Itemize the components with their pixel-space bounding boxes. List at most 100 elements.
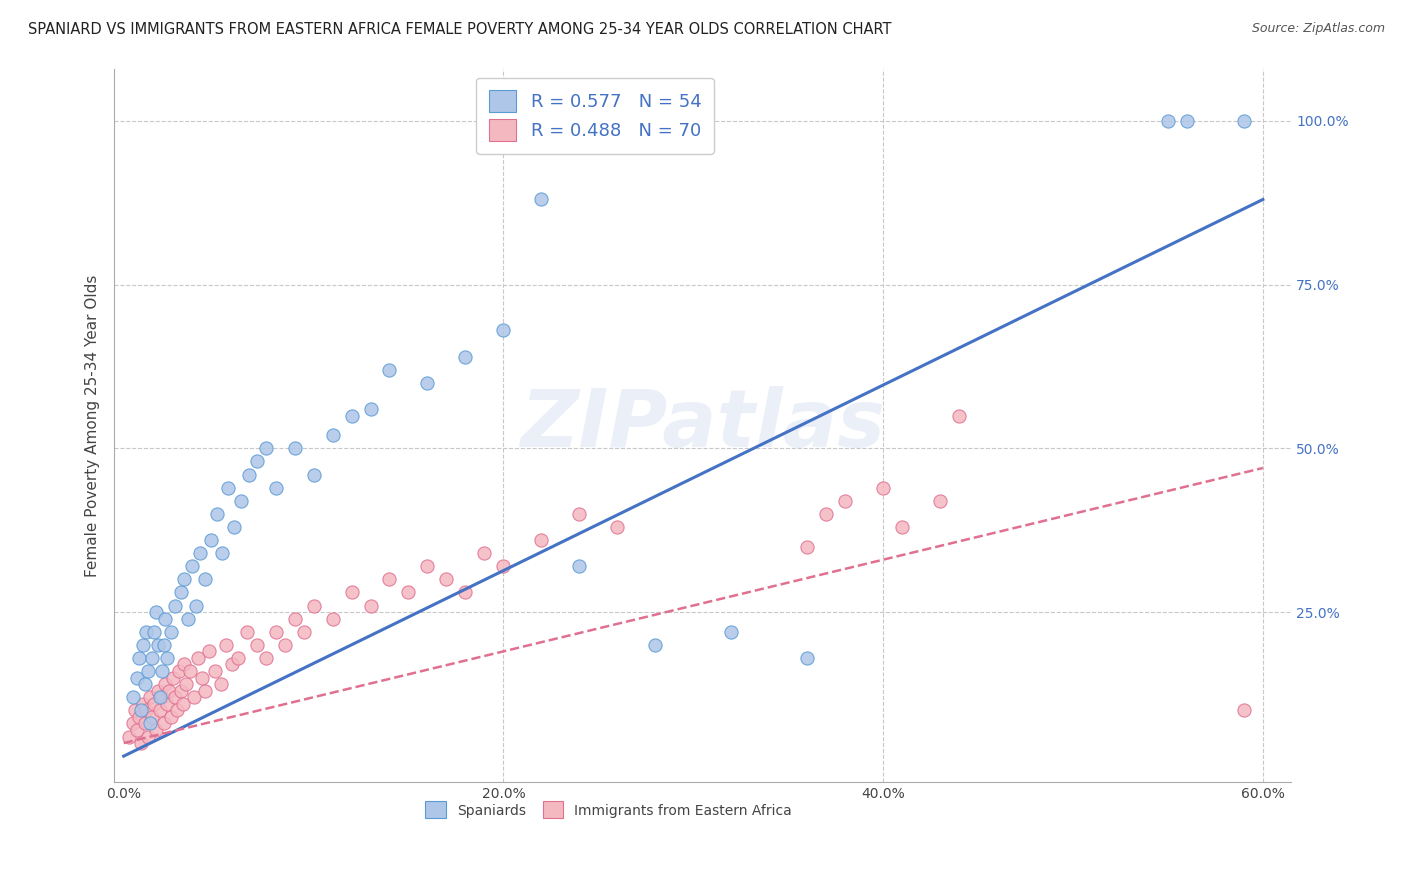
Point: [141, 651, 163, 665]
Point: [138, 730, 160, 744]
Point: [340, 409, 363, 423]
Point: [834, 493, 856, 508]
Point: [1233, 703, 1256, 717]
Point: [211, 546, 233, 560]
Point: [254, 651, 277, 665]
Point: [236, 624, 259, 639]
Point: [264, 624, 287, 639]
Point: [492, 323, 515, 337]
Point: [194, 683, 217, 698]
Text: ZIPatlas: ZIPatlas: [520, 386, 886, 465]
Point: [221, 657, 243, 672]
Point: [176, 677, 198, 691]
Point: [200, 533, 222, 547]
Point: [173, 572, 195, 586]
Point: [156, 651, 179, 665]
Point: [166, 703, 188, 717]
Point: [167, 664, 190, 678]
Point: [146, 683, 169, 698]
Point: [173, 657, 195, 672]
Point: [217, 481, 239, 495]
Point: [134, 677, 156, 691]
Point: [796, 651, 818, 665]
Point: [284, 442, 307, 456]
Point: [416, 376, 439, 390]
Point: [128, 651, 150, 665]
Y-axis label: Female Poverty Among 25-34 Year Olds: Female Poverty Among 25-34 Year Olds: [86, 274, 100, 576]
Point: [155, 612, 177, 626]
Point: [129, 736, 152, 750]
Point: [302, 599, 325, 613]
Point: [360, 599, 382, 613]
Point: [872, 481, 894, 495]
Point: [264, 481, 287, 495]
Point: [145, 605, 167, 619]
Point: [183, 690, 205, 705]
Point: [360, 402, 382, 417]
Point: [215, 638, 238, 652]
Point: [149, 690, 172, 705]
Point: [122, 690, 145, 705]
Point: [134, 716, 156, 731]
Point: [139, 690, 162, 705]
Point: [152, 638, 174, 652]
Point: [138, 664, 160, 678]
Point: [194, 572, 217, 586]
Point: [181, 559, 204, 574]
Point: [815, 507, 838, 521]
Point: [145, 723, 167, 737]
Point: [146, 638, 169, 652]
Point: [209, 677, 232, 691]
Point: [322, 612, 344, 626]
Point: [135, 624, 157, 639]
Point: [122, 716, 145, 731]
Point: [454, 585, 477, 599]
Point: [124, 703, 146, 717]
Point: [190, 671, 212, 685]
Point: [568, 559, 591, 574]
Point: [720, 624, 742, 639]
Point: [179, 664, 201, 678]
Point: [492, 559, 515, 574]
Point: [162, 671, 184, 685]
Point: [160, 710, 183, 724]
Point: [150, 664, 173, 678]
Point: [530, 533, 553, 547]
Point: [1233, 114, 1256, 128]
Point: [302, 467, 325, 482]
Point: [568, 507, 591, 521]
Point: [169, 683, 191, 698]
Point: [177, 612, 200, 626]
Point: [378, 572, 401, 586]
Point: [416, 559, 439, 574]
Point: [184, 599, 207, 613]
Point: [254, 442, 277, 456]
Point: [1157, 114, 1180, 128]
Point: [152, 716, 174, 731]
Point: [163, 690, 186, 705]
Point: [139, 716, 162, 731]
Point: [204, 664, 226, 678]
Point: [606, 520, 628, 534]
Point: [891, 520, 914, 534]
Point: [169, 585, 191, 599]
Point: [238, 467, 260, 482]
Point: [644, 638, 666, 652]
Point: [222, 520, 245, 534]
Point: [188, 546, 211, 560]
Point: [187, 651, 209, 665]
Point: [245, 454, 267, 468]
Point: [245, 638, 267, 652]
Point: [474, 546, 496, 560]
Point: [322, 428, 344, 442]
Point: [398, 585, 420, 599]
Point: [141, 710, 163, 724]
Point: [292, 624, 315, 639]
Point: [1175, 114, 1198, 128]
Point: [530, 193, 553, 207]
Point: [163, 599, 186, 613]
Point: [929, 493, 952, 508]
Point: [125, 723, 148, 737]
Point: [131, 638, 153, 652]
Point: [454, 350, 477, 364]
